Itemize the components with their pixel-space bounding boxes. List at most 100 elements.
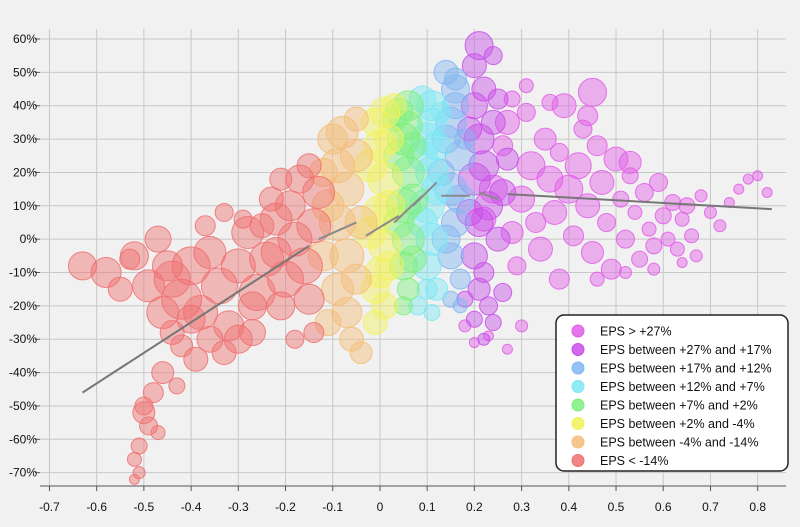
- data-point: [503, 90, 521, 108]
- data-point: [171, 246, 211, 286]
- data-point: [618, 266, 632, 280]
- legend-items: EPS > +27% EPS between +27% and +17% EPS b…: [571, 324, 772, 468]
- data-point: [515, 319, 529, 333]
- data-point: [603, 146, 629, 172]
- data-point: [211, 340, 237, 366]
- data-point: [452, 298, 468, 314]
- data-point: [684, 228, 700, 244]
- series-0: [458, 77, 773, 355]
- x-tick-label: -0.6: [86, 500, 107, 514]
- series-6: [307, 106, 378, 365]
- legend-label: EPS between +27% and +17%: [600, 343, 772, 357]
- data-point: [233, 209, 253, 229]
- data-point: [303, 322, 325, 344]
- data-point: [589, 271, 605, 287]
- data-point: [518, 78, 534, 94]
- trend-line: [365, 214, 400, 237]
- x-tick-label: 0.4: [560, 500, 577, 514]
- legend-label: EPS between +7% and +2%: [600, 399, 758, 413]
- data-point: [319, 148, 355, 184]
- legend-swatch: [571, 417, 585, 430]
- data-point: [193, 235, 227, 269]
- x-tick-label: 0.2: [466, 500, 483, 514]
- data-point: [577, 77, 607, 107]
- trend-line: [507, 193, 772, 211]
- legend-swatch: [571, 324, 585, 338]
- x-axis-ticks: -0.7 -0.6 -0.5 -0.4 -0.3 -0.2 -0.1 0 0.1 0.2 0.3 0.…: [39, 485, 786, 514]
- trend-line: [412, 181, 438, 207]
- data-point: [381, 93, 407, 119]
- data-point: [485, 226, 511, 252]
- data-point: [150, 425, 166, 441]
- data-point: [339, 326, 365, 352]
- data-point: [541, 93, 559, 111]
- data-point: [641, 221, 657, 237]
- data-point: [296, 153, 322, 179]
- data-point: [516, 102, 536, 122]
- series-1: [456, 31, 519, 346]
- data-point: [464, 207, 494, 237]
- data-point: [649, 172, 669, 192]
- data-point: [308, 157, 338, 187]
- legend-swatch: [571, 398, 585, 412]
- data-point: [269, 167, 293, 191]
- y-tick-label: -60%: [9, 432, 37, 446]
- data-point: [423, 304, 441, 322]
- data-point: [449, 268, 471, 290]
- data-point: [600, 258, 622, 280]
- x-tick-label: 0.1: [419, 500, 436, 514]
- data-point: [258, 186, 284, 212]
- data-point: [237, 291, 267, 321]
- data-point: [549, 142, 569, 162]
- data-point: [339, 139, 373, 173]
- data-point: [126, 451, 142, 467]
- data-point: [494, 109, 520, 135]
- data-point: [194, 215, 216, 237]
- data-point: [274, 190, 306, 222]
- data-point: [307, 240, 339, 272]
- series-layer: [67, 31, 773, 485]
- y-tick-label: -70%: [9, 466, 37, 480]
- x-tick-label: -0.5: [134, 500, 155, 514]
- y-tick-label: -50%: [9, 399, 37, 413]
- data-point: [394, 296, 414, 316]
- data-point: [457, 116, 483, 142]
- data-point: [495, 147, 519, 171]
- data-point: [694, 189, 708, 203]
- y-tick-label: -30%: [9, 332, 37, 346]
- y-tick-label: 30%: [13, 132, 37, 146]
- data-point: [391, 155, 425, 189]
- data-point: [454, 128, 476, 150]
- data-point: [416, 278, 438, 300]
- data-point: [460, 92, 488, 120]
- data-point: [132, 401, 156, 425]
- data-point: [134, 396, 154, 416]
- data-point: [645, 237, 663, 255]
- data-point: [130, 437, 148, 455]
- data-point: [445, 184, 475, 214]
- y-tick-label: 10%: [13, 199, 37, 213]
- data-point: [660, 231, 676, 247]
- data-point: [368, 229, 402, 263]
- data-point: [618, 150, 642, 174]
- data-point: [627, 204, 643, 220]
- data-point: [500, 220, 524, 244]
- x-tick-label: -0.3: [228, 500, 249, 514]
- data-point: [548, 268, 570, 290]
- legend-label: EPS between +17% and +12%: [600, 362, 772, 376]
- data-point: [441, 92, 469, 120]
- data-point: [317, 123, 349, 155]
- data-point: [151, 361, 175, 385]
- y-tick-label: 0%: [20, 232, 38, 246]
- data-point: [340, 263, 372, 295]
- trend-lines: [81, 181, 772, 394]
- y-tick-label: 60%: [13, 32, 37, 46]
- data-point: [458, 319, 472, 333]
- data-point: [144, 225, 172, 253]
- data-point: [465, 310, 483, 328]
- series-7: [67, 153, 336, 485]
- data-point: [168, 377, 186, 395]
- y-axis-ticks: 60% 50% 40% 30% 20% 10% 0% -10% -20% -30% -40% -50%…: [9, 32, 40, 480]
- data-point: [425, 277, 449, 301]
